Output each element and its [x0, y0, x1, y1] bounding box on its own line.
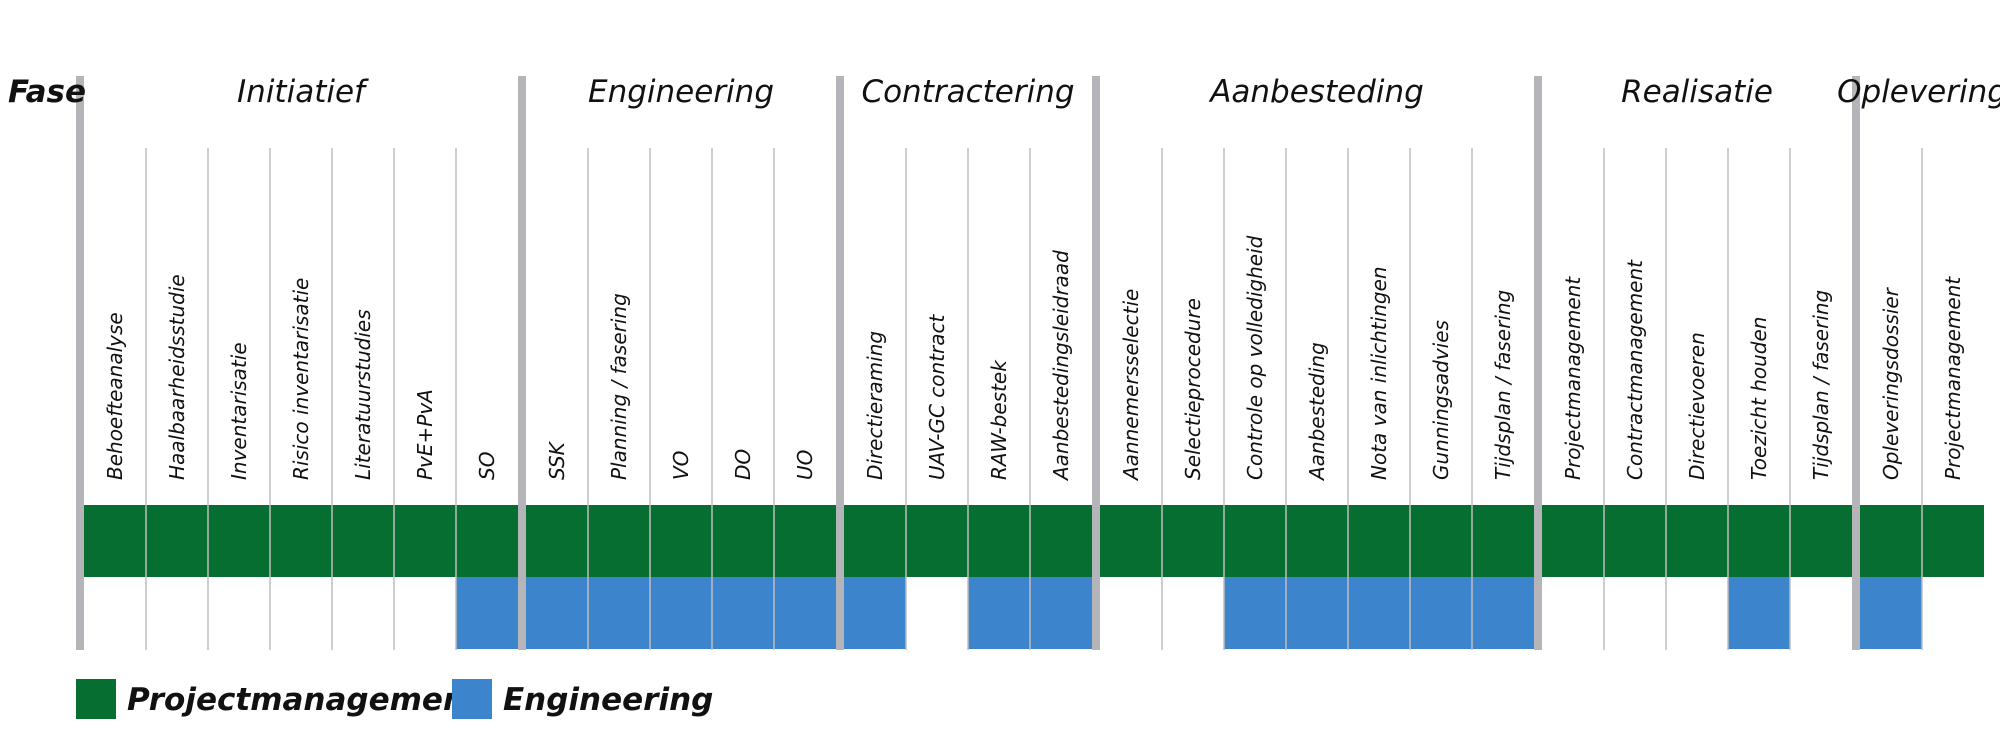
engineering-bar-segment: [1224, 577, 1286, 649]
activity-label: Planning / fasering: [607, 293, 631, 480]
phase-label: Engineering: [588, 74, 774, 110]
activity-label: Haalbaarheidsstudie: [165, 274, 189, 480]
activity-label: Projectmanagement: [1561, 276, 1585, 480]
activity-gridlines: [145, 148, 1923, 650]
projectmanagement-bar-segment: [1542, 505, 1852, 577]
activity-label: Gunningsadvies: [1429, 320, 1453, 480]
activity-label: Opleveringsdossier: [1879, 286, 1903, 480]
phase-label: Initiatief: [237, 74, 369, 110]
activity-label: UO: [793, 450, 817, 480]
engineering-bar-segment: [774, 577, 836, 649]
activity-label: DO: [731, 449, 755, 480]
phase-label: Oplevering: [1837, 74, 2000, 110]
activity-label: Nota van inlichtingen: [1367, 266, 1391, 480]
phase-label: Aanbesteding: [1208, 74, 1424, 110]
legend-swatch: [452, 679, 492, 719]
activity-label: Tijdsplan / fasering: [1491, 290, 1515, 480]
activity-label: Literatuurstudies: [351, 309, 375, 480]
phase-separators: [76, 76, 1860, 650]
engineering-bar-segment: [1472, 577, 1534, 649]
activity-label: Inventarisatie: [227, 342, 251, 480]
engineering-bar-segment: [588, 577, 650, 649]
phase-separator: [1534, 76, 1542, 650]
engineering-bar-segment: [526, 577, 588, 649]
engineering-bar-segment: [1030, 577, 1092, 649]
legend: Projectmanagement Engineering: [76, 679, 713, 719]
engineering-bar-segment: [1728, 577, 1790, 649]
legend-swatch: [76, 679, 116, 719]
phase-separator: [76, 76, 84, 650]
engineering-bar-segment: [1286, 577, 1348, 649]
engineering-bar-segment: [456, 577, 518, 649]
activity-label: SSK: [545, 440, 569, 480]
activity-label: Directievoeren: [1685, 332, 1709, 480]
projectmanagement-bar-segment: [84, 505, 518, 577]
engineering-bar-segment: [712, 577, 774, 649]
engineering-bar-segment: [1410, 577, 1472, 649]
engineering-bar-segment: [968, 577, 1030, 649]
activity-label: VO: [669, 451, 693, 480]
activity-label: Behoefteanalyse: [103, 312, 127, 480]
projectmanagement-bar-segment: [1100, 505, 1534, 577]
projectmanagement-bar-segment: [526, 505, 836, 577]
activity-label: Contractmanagement: [1623, 259, 1647, 480]
activity-label: Tijdsplan / fasering: [1809, 290, 1833, 480]
legend-label: Engineering: [503, 682, 713, 718]
phase-separator: [1092, 76, 1100, 650]
activity-label: SO: [475, 452, 499, 480]
activity-label: Aannemersselectie: [1119, 289, 1143, 482]
fase-label: Fase: [8, 74, 86, 110]
activity-label: Controle op volledigheid: [1243, 235, 1267, 480]
activity-label: Directieraming: [863, 331, 887, 480]
activity-label: RAW-bestek: [987, 359, 1011, 480]
activity-label: Aanbestedingsleidraad: [1049, 250, 1073, 482]
phase-separator: [1852, 76, 1860, 650]
engineering-bar-segment: [650, 577, 712, 649]
engineering-bar-segment: [1348, 577, 1410, 649]
projectmanagement-bar: [84, 505, 1984, 577]
activity-label: Projectmanagement: [1941, 276, 1965, 480]
labels: Fase Initiatief Behoefteanalyse Haalbaarhe…: [8, 74, 2000, 482]
activity-label: Toezicht houden: [1747, 317, 1771, 480]
activity-label: UAV-GC contract: [925, 313, 949, 480]
engineering-bar-segment: [1860, 577, 1922, 649]
phase-label: Realisatie: [1621, 74, 1773, 110]
activity-label: Risico inventarisatie: [289, 278, 313, 480]
phase-separator: [836, 76, 844, 650]
activity-label: PvE+PvA: [413, 389, 437, 480]
activity-label: Selectieprocedure: [1181, 298, 1205, 480]
activity-label: Aanbesteding: [1305, 342, 1329, 482]
engineering-bar-segment: [844, 577, 906, 649]
phase-separator: [518, 76, 526, 650]
engineering-bars: [456, 577, 1922, 649]
phase-label: Contractering: [861, 74, 1074, 110]
legend-label: Projectmanagement: [127, 682, 481, 718]
